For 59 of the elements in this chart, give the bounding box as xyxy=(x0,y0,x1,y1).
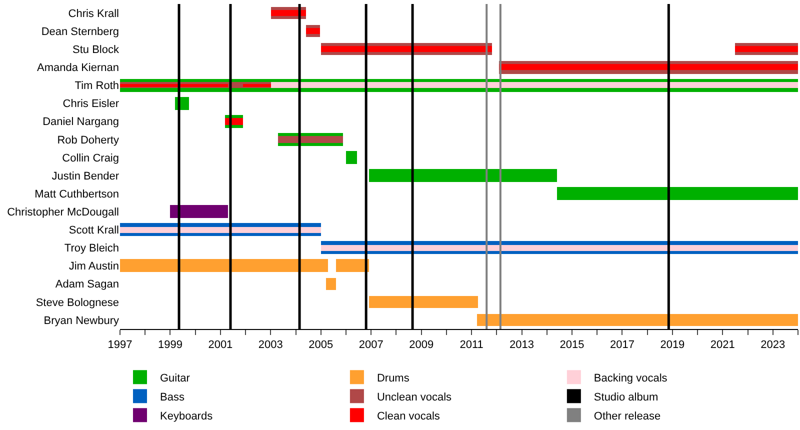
legend-label: Unclean vocals xyxy=(376,391,452,404)
bar xyxy=(369,169,557,182)
bar xyxy=(271,10,306,16)
x-tick-label: 2021 xyxy=(710,339,735,352)
legend-label: Keyboards xyxy=(160,410,214,422)
y-tick-label: Stu Block xyxy=(72,44,120,56)
x-tick-label: 2015 xyxy=(560,339,584,352)
bar xyxy=(321,245,798,251)
y-tick-label: Daniel Nargang xyxy=(42,116,119,128)
bar xyxy=(735,46,798,52)
bar xyxy=(336,259,369,272)
y-tick-label: Tim Roth xyxy=(74,80,119,92)
x-tick-label: 2023 xyxy=(760,339,786,352)
x-tick-label: 2007 xyxy=(358,339,384,352)
x-tick-label: 1997 xyxy=(108,339,132,352)
x-tick-label: 2011 xyxy=(460,339,484,352)
bar xyxy=(321,46,492,52)
bar xyxy=(326,278,336,290)
x-tick-label: 2001 xyxy=(208,339,233,352)
y-tick-label: Bryan Newbury xyxy=(44,314,120,327)
x-tick-label: 2013 xyxy=(510,339,534,352)
bar xyxy=(243,84,271,87)
x-tick-label: 2009 xyxy=(409,339,434,352)
bar xyxy=(120,259,328,272)
bar xyxy=(477,314,798,326)
y-tick-label: Steve Bolognese xyxy=(36,296,119,309)
legend-label: Guitar xyxy=(160,372,190,384)
y-tick-label: Collin Craig xyxy=(62,152,119,164)
y-tick-label: Rob Doherty xyxy=(57,134,120,146)
y-tick-label: Dean Sternberg xyxy=(41,26,119,38)
bar xyxy=(346,151,357,164)
y-tick-label: Troy Bleich xyxy=(64,242,119,255)
bar xyxy=(120,227,321,233)
y-tick-label: Chris Krall xyxy=(68,8,119,20)
bar xyxy=(306,28,320,34)
y-tick-label: Amanda Kiernan xyxy=(37,62,119,74)
bar xyxy=(170,205,228,218)
legend-label: Other release xyxy=(594,410,661,422)
bar xyxy=(557,187,798,200)
bar xyxy=(271,82,798,88)
y-tick-label: Christopher McDougall xyxy=(7,206,119,218)
y-tick-label: Justin Bender xyxy=(52,170,120,182)
legend-label: Studio album xyxy=(594,391,658,404)
bar xyxy=(369,296,478,308)
legend-label: Drums xyxy=(376,372,410,384)
y-tick-label: Jim Austin xyxy=(68,260,119,273)
legend-label: Bass xyxy=(160,391,185,404)
y-tick-label: Adam Sagan xyxy=(55,278,119,291)
legend-label: Backing vocals xyxy=(594,372,668,384)
x-tick-label: 2003 xyxy=(258,339,283,352)
x-tick-label: 2005 xyxy=(308,339,334,352)
y-tick-label: Matt Cuthbertson xyxy=(34,188,119,200)
y-tick-label: Chris Eisler xyxy=(62,98,120,110)
y-tick-label: Scott Krall xyxy=(68,224,119,237)
x-tick-label: 2019 xyxy=(660,339,685,352)
x-tick-label: 2017 xyxy=(610,339,634,352)
bar xyxy=(499,64,798,70)
legend-label: Clean vocals xyxy=(376,410,440,422)
x-tick-label: 1999 xyxy=(158,339,182,352)
